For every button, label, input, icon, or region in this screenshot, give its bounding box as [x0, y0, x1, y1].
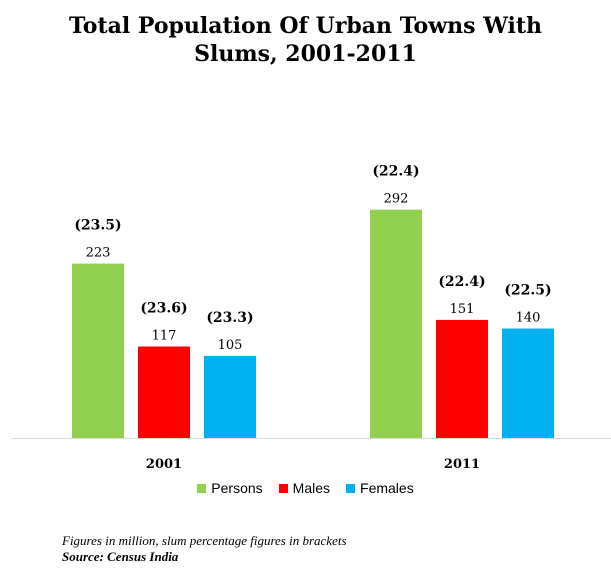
legend-item-males: Males	[278, 480, 331, 496]
bar-females-2001	[204, 355, 256, 438]
bracket-label-males-2001: (23.6)	[140, 301, 187, 317]
chart-title-line1: Total Population Of Urban Towns With	[68, 13, 543, 39]
bracket-label-persons-2001: (23.5)	[74, 218, 121, 234]
legend-item-females: Females	[346, 480, 414, 496]
legend-swatch-females	[346, 483, 356, 493]
legend-label-females: Females	[360, 480, 414, 496]
category-label-2001: 2001	[146, 457, 182, 472]
data-label-persons-2001: 223	[86, 246, 111, 261]
legend-swatch-males	[278, 483, 288, 493]
data-label-males-2001: 117	[152, 329, 177, 344]
bar-males-2011	[436, 319, 488, 438]
bar-persons-2001	[72, 263, 124, 438]
legend: Persons Males Females	[0, 480, 611, 496]
bar-females-2011	[502, 328, 554, 438]
legend-swatch-persons	[197, 483, 207, 493]
legend-item-persons: Persons	[197, 480, 263, 496]
chart-title: Total Population Of Urban Towns With Slu…	[0, 12, 611, 68]
chart-title-line2: Slums, 2001-2011	[194, 41, 417, 67]
category-label-2011: 2011	[444, 457, 480, 472]
bar-persons-2011	[370, 209, 422, 438]
bracket-label-males-2011: (22.4)	[438, 274, 485, 290]
data-label-persons-2011: 292	[384, 192, 409, 207]
legend-label-males: Males	[292, 480, 331, 496]
footnote-text: Figures in million, slum percentage figu…	[62, 533, 347, 548]
data-label-females-2001: 105	[218, 338, 243, 353]
data-label-females-2011: 140	[516, 311, 541, 326]
bracket-label-females-2011: (22.5)	[504, 283, 551, 299]
legend-label-persons: Persons	[211, 480, 263, 496]
footnote: Figures in million, slum percentage figu…	[62, 533, 347, 565]
source-text: Source: Census India	[62, 549, 179, 564]
bracket-label-persons-2011: (22.4)	[372, 164, 419, 180]
bar-chart: 223 (23.5) 117 (23.6) 105 (23.3) 2001 292 (22.4)…	[12, 164, 611, 472]
bracket-label-females-2001: (23.3)	[206, 310, 253, 326]
data-label-males-2011: 151	[450, 302, 475, 317]
bar-males-2001	[138, 346, 190, 438]
